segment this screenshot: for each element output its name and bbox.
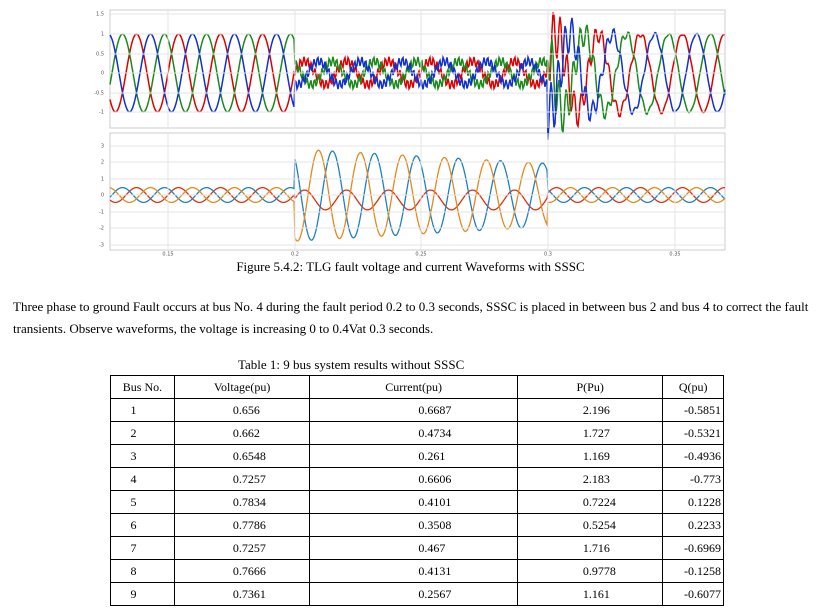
table-cell: 0.7786 — [173, 513, 311, 537]
table-cell: 0.656 — [173, 398, 311, 422]
y-tick-label: -1 — [99, 110, 104, 116]
table-cell: 0.7257 — [173, 467, 311, 491]
y-tick-label: 0 — [101, 193, 104, 199]
y-tick-label: 1.5 — [96, 12, 104, 18]
table-cell: 2.183 — [516, 467, 664, 491]
table-row: 3 0.6548 0.261 1.169 -0.4936 — [110, 444, 724, 468]
header-row: Bus No. Voltage(pu) Current(pu) P(Pu) Q(pu) — [110, 375, 724, 399]
table-cell: 0.7224 — [516, 490, 664, 514]
table-cell: 0.2233 — [662, 513, 724, 537]
table-cell: -0.1258 — [662, 559, 724, 583]
table-cell: 0.467 — [309, 536, 518, 560]
x-tick-label: 0.25 — [415, 252, 426, 258]
table-cell: 5 — [110, 490, 175, 514]
table-row: 6 0.7786 0.3508 0.5254 0.2233 — [110, 513, 724, 537]
table-cell: 9 — [110, 582, 175, 606]
table-cell: 0.6606 — [309, 467, 518, 491]
table-cell: 8 — [110, 559, 175, 583]
table-cell: 0.3508 — [309, 513, 518, 537]
table-cell: 0.7257 — [173, 536, 311, 560]
table-cell: 1.727 — [516, 421, 664, 445]
table-cell: -0.4936 — [662, 444, 724, 468]
y-tick-label: 3 — [101, 144, 104, 150]
voltage-wave — [109, 17, 726, 140]
table-cell: 7 — [110, 536, 175, 560]
table-cell: 0.261 — [309, 444, 518, 468]
table-cell: 0.6548 — [173, 444, 311, 468]
table-cell: -0.6077 — [662, 582, 724, 606]
table-cell: 2 — [110, 421, 175, 445]
table-cell: 4 — [110, 467, 175, 491]
y-tick-label: -0.5 — [94, 91, 104, 97]
y-tick-label: 1 — [101, 177, 104, 183]
table-cell: 0.6687 — [309, 398, 518, 422]
header-cell: Voltage(pu) — [173, 375, 311, 399]
y-tick-label: 1 — [101, 32, 104, 38]
table-cell: 1.716 — [516, 536, 664, 560]
table-title: Table 1: 9 bus system results without SS… — [238, 357, 465, 372]
waveforms — [109, 12, 726, 242]
y-tick-label: -3 — [99, 243, 104, 249]
table-cell: -0.6969 — [662, 536, 724, 560]
table-cell: 2.196 — [516, 398, 664, 422]
table-body: 1 0.656 0.6687 2.196 -0.5851 2 0.662 0.4734 1.72… — [110, 398, 724, 606]
current-wave — [109, 149, 726, 242]
y-tick-label: -1 — [99, 210, 104, 216]
table-cell: 0.7666 — [173, 559, 311, 583]
header-cell: Bus No. — [110, 375, 175, 399]
table-row: 8 0.7666 0.4131 0.9778 -0.1258 — [110, 559, 724, 583]
figure: 1.5 1 0.5 0 -0.5 -1 3 2 1 0 -1 -2 -3 0.15 0.2 0.25 0.3 0.… — [94, 9, 726, 258]
table-cell: 0.9778 — [516, 559, 664, 583]
table-cell: -0.5851 — [662, 398, 724, 422]
header-cell: Current(pu) — [309, 375, 518, 399]
table-cell: 1.161 — [516, 582, 664, 606]
table-cell: 1 — [110, 398, 175, 422]
figure-caption: Figure 5.4.2: TLG fault voltage and curr… — [236, 259, 585, 274]
table-cell: 0.4734 — [309, 421, 518, 445]
current-wave — [109, 150, 726, 241]
y-tick-label: -2 — [99, 226, 104, 232]
x-tick-label: 0.35 — [669, 252, 680, 258]
table-cell: -0.773 — [662, 467, 724, 491]
table-cell: -0.5321 — [662, 421, 724, 445]
table-row: 2 0.662 0.4734 1.727 -0.5321 — [110, 421, 724, 445]
y-tick-label: 0.5 — [96, 52, 104, 58]
voltage-wave — [109, 24, 726, 133]
y-tick-label: 2 — [101, 160, 104, 166]
table-row: 9 0.7361 0.2567 1.161 -0.6077 — [110, 582, 724, 606]
table-cell: 1.169 — [516, 444, 664, 468]
header-cell: Q(pu) — [662, 375, 724, 399]
table-row: 1 0.656 0.6687 2.196 -0.5851 — [110, 398, 724, 422]
table-row: 5 0.7834 0.4101 0.7224 0.1228 — [110, 490, 724, 514]
paragraph: Three phase to ground Fault occurs at bu… — [13, 299, 809, 336]
table-cell: 0.662 — [173, 421, 311, 445]
table-cell: 0.2567 — [309, 582, 518, 606]
table-row: 4 0.7257 0.6606 2.183 -0.773 — [110, 467, 724, 491]
results-table: Bus No. Voltage(pu) Current(pu) P(Pu) Q(pu) … — [110, 375, 724, 606]
table-cell: 0.4101 — [309, 490, 518, 514]
table-cell: 0.5254 — [516, 513, 664, 537]
x-tick-label: 0.2 — [291, 252, 299, 258]
y-tick-label: 0 — [101, 71, 104, 77]
table-row: 7 0.7257 0.467 1.716 -0.6969 — [110, 536, 724, 560]
current-wave — [109, 186, 725, 211]
table-cell: 6 — [110, 513, 175, 537]
table-cell: 3 — [110, 444, 175, 468]
table-cell: 0.7361 — [173, 582, 311, 606]
x-tick-label: 0.15 — [162, 252, 173, 258]
x-tick-label: 0.3 — [544, 252, 552, 258]
table-cell: 0.4131 — [309, 559, 518, 583]
table-cell: 0.7834 — [173, 490, 311, 514]
header-cell: P(Pu) — [516, 375, 664, 399]
table-cell: 0.1228 — [662, 490, 724, 514]
